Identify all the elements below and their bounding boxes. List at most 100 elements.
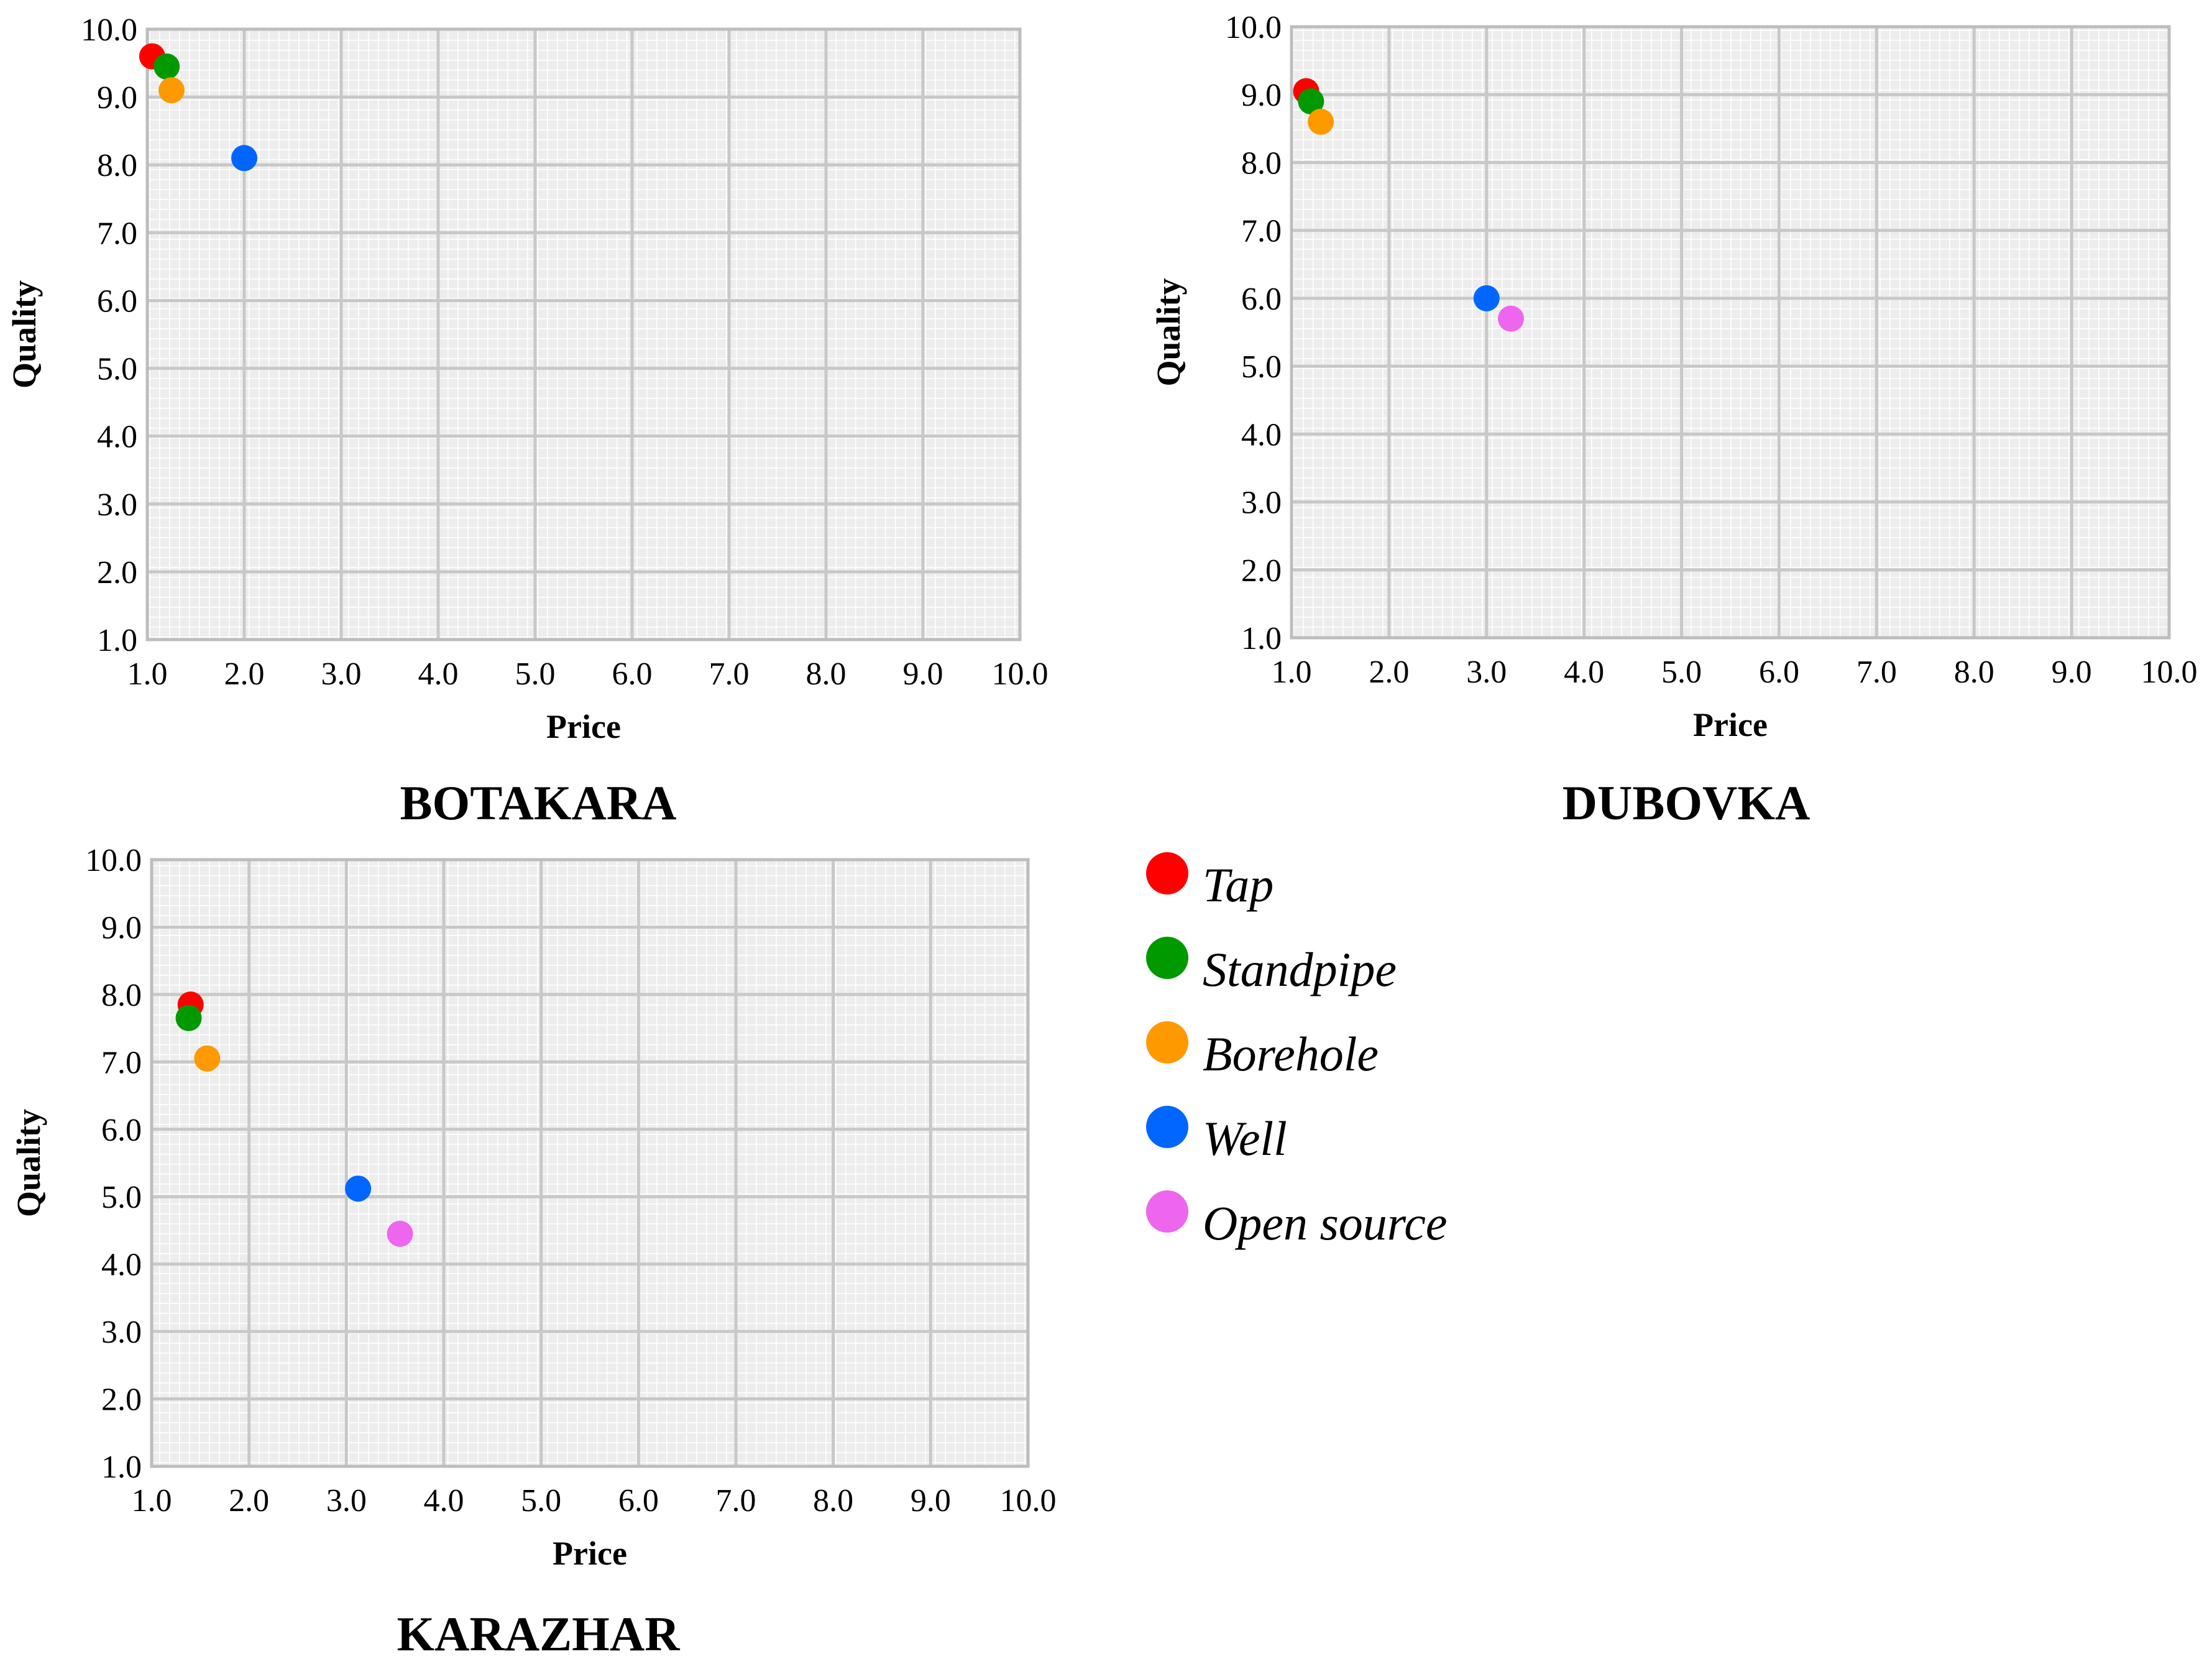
x-tick-label: 7.0: [1856, 655, 1897, 690]
plot-area: [147, 29, 1020, 640]
legend-item-borehole: Borehole: [1146, 1021, 1379, 1081]
legend-item-tap: Tap: [1146, 852, 1274, 912]
x-tick-label: 6.0: [1759, 655, 1799, 690]
x-axis-title: Price: [553, 1535, 627, 1572]
plot-border: [150, 858, 1030, 1468]
chart-karazhar: 1.0 2.0 3.0 4.0 5.0 6.0 7.0 8.0 9.0 10.0 1.0 2.0 3.…: [10, 843, 1057, 1661]
legend-item-standpipe: Standpipe: [1146, 937, 1397, 996]
plot-background: [147, 29, 1020, 640]
x-axis-title: Price: [546, 708, 621, 745]
grid-lines: [150, 858, 1030, 1468]
x-tick-label: 2.0: [1369, 655, 1409, 690]
point-standpipe: [154, 53, 180, 80]
point-standpipe: [1298, 88, 1324, 115]
y-tick-labels: 1.0 2.0 3.0 4.0 5.0 6.0 7.0 8.0 9.0 10.0: [81, 12, 137, 658]
y-tick-label: 3.0: [101, 1315, 142, 1350]
y-tick-label: 3.0: [1241, 485, 1282, 521]
point-borehole: [158, 77, 185, 104]
x-tick-label: 9.0: [2052, 655, 2092, 690]
y-axis-title: Quality: [10, 1109, 47, 1217]
y-tick-label: 4.0: [97, 420, 137, 455]
plot-border: [1290, 25, 2171, 640]
x-tick-label: 4.0: [424, 1483, 464, 1519]
grid-lines: [1290, 25, 2171, 640]
data-points: [139, 43, 257, 172]
y-tick-label: 9.0: [97, 80, 137, 116]
y-tick-label: 6.0: [1241, 282, 1282, 317]
point-well: [1473, 285, 1500, 311]
x-tick-label: 10.0: [1000, 1483, 1057, 1519]
legend-marker-open-source: [1146, 1190, 1188, 1233]
y-tick-label: 8.0: [97, 148, 137, 183]
y-tick-label: 3.0: [97, 487, 137, 523]
legend-item-well: Well: [1146, 1106, 1287, 1165]
y-tick-label: 2.0: [97, 555, 137, 591]
y-tick-label: 2.0: [1241, 553, 1282, 589]
legend-label-open-source: Open source: [1203, 1196, 1448, 1250]
y-tick-labels: 1.0 2.0 3.0 4.0 5.0 6.0 7.0 8.0 9.0 10.0: [85, 843, 142, 1485]
x-tick-label: 6.0: [612, 656, 653, 692]
x-tick-label: 7.0: [716, 1483, 756, 1519]
x-tick-label: 10.0: [2141, 655, 2198, 690]
plot-area: [152, 860, 1028, 1466]
x-tick-label: 4.0: [1564, 655, 1604, 690]
legend-marker-borehole: [1146, 1021, 1188, 1064]
legend-marker-standpipe: [1146, 937, 1188, 979]
x-tick-label: 3.0: [1466, 655, 1507, 690]
y-tick-label: 6.0: [101, 1113, 142, 1148]
x-tick-label: 8.0: [813, 1483, 853, 1519]
chart-title: DUBOVKA: [1563, 776, 1810, 830]
point-well: [345, 1175, 372, 1202]
data-points: [175, 991, 413, 1247]
x-tick-label: 3.0: [326, 1483, 367, 1519]
x-tick-labels: 1.0 2.0 3.0 4.0 5.0 6.0 7.0 8.0 9.0 10.0: [127, 656, 1049, 692]
chart-title: BOTAKARA: [400, 776, 677, 830]
x-tick-labels: 1.0 2.0 3.0 4.0 5.0 6.0 7.0 8.0 9.0 10.0: [1272, 655, 2198, 690]
y-tick-label: 7.0: [97, 216, 137, 251]
x-tick-label: 9.0: [911, 1483, 951, 1519]
x-tick-labels: 1.0 2.0 3.0 4.0 5.0 6.0 7.0 8.0 9.0 10.0: [132, 1483, 1057, 1519]
point-well: [231, 145, 257, 172]
y-tick-label: 7.0: [101, 1045, 142, 1080]
y-axis-title: Quality: [1150, 278, 1187, 386]
chart-dubovka: 1.0 2.0 3.0 4.0 5.0 6.0 7.0 8.0 9.0 10.0 1.0 2.0 3.…: [1150, 10, 2198, 830]
legend-label-standpipe: Standpipe: [1203, 942, 1397, 996]
plot-background: [152, 860, 1028, 1466]
y-tick-labels: 1.0 2.0 3.0 4.0 5.0 6.0 7.0 8.0 9.0 10.0: [1225, 10, 1282, 656]
x-tick-label: 6.0: [618, 1483, 659, 1519]
legend-marker-tap: [1146, 852, 1188, 894]
x-tick-label: 9.0: [903, 656, 943, 692]
y-tick-label: 1.0: [101, 1450, 142, 1485]
point-standpipe: [175, 1004, 202, 1031]
x-tick-label: 8.0: [1954, 655, 1994, 690]
legend: Tap Standpipe Borehole Well Open source: [1146, 852, 1448, 1250]
y-tick-label: 2.0: [101, 1382, 142, 1418]
legend-label-well: Well: [1203, 1111, 1287, 1165]
y-tick-label: 5.0: [1241, 349, 1282, 385]
y-tick-label: 10.0: [1225, 10, 1282, 45]
x-tick-label: 2.0: [224, 656, 265, 692]
y-tick-label: 1.0: [97, 623, 137, 658]
plot-border: [145, 27, 1022, 641]
y-tick-label: 8.0: [101, 978, 142, 1013]
data-points: [1293, 78, 1524, 332]
y-tick-label: 4.0: [101, 1248, 142, 1283]
chart-botakara: 1.0 2.0 3.0 4.0 5.0 6.0 7.0 8.0 9.0 10.0 1.0 2.0 3.…: [6, 12, 1049, 830]
x-tick-label: 2.0: [229, 1483, 269, 1519]
y-tick-label: 10.0: [85, 843, 142, 878]
x-axis-title: Price: [1693, 706, 1768, 743]
y-tick-label: 9.0: [101, 910, 142, 945]
x-tick-label: 3.0: [321, 656, 362, 692]
y-tick-label: 7.0: [1241, 214, 1282, 249]
y-tick-label: 4.0: [1241, 417, 1282, 453]
x-tick-label: 1.0: [127, 656, 168, 692]
plot-area: [1292, 27, 2169, 638]
x-tick-label: 4.0: [418, 656, 459, 692]
point-borehole: [1308, 108, 1334, 135]
y-tick-label: 10.0: [81, 12, 137, 48]
x-tick-label: 1.0: [132, 1483, 172, 1519]
legend-item-open-source: Open source: [1146, 1190, 1448, 1250]
x-tick-label: 5.0: [1661, 655, 1702, 690]
x-tick-label: 5.0: [515, 656, 556, 692]
